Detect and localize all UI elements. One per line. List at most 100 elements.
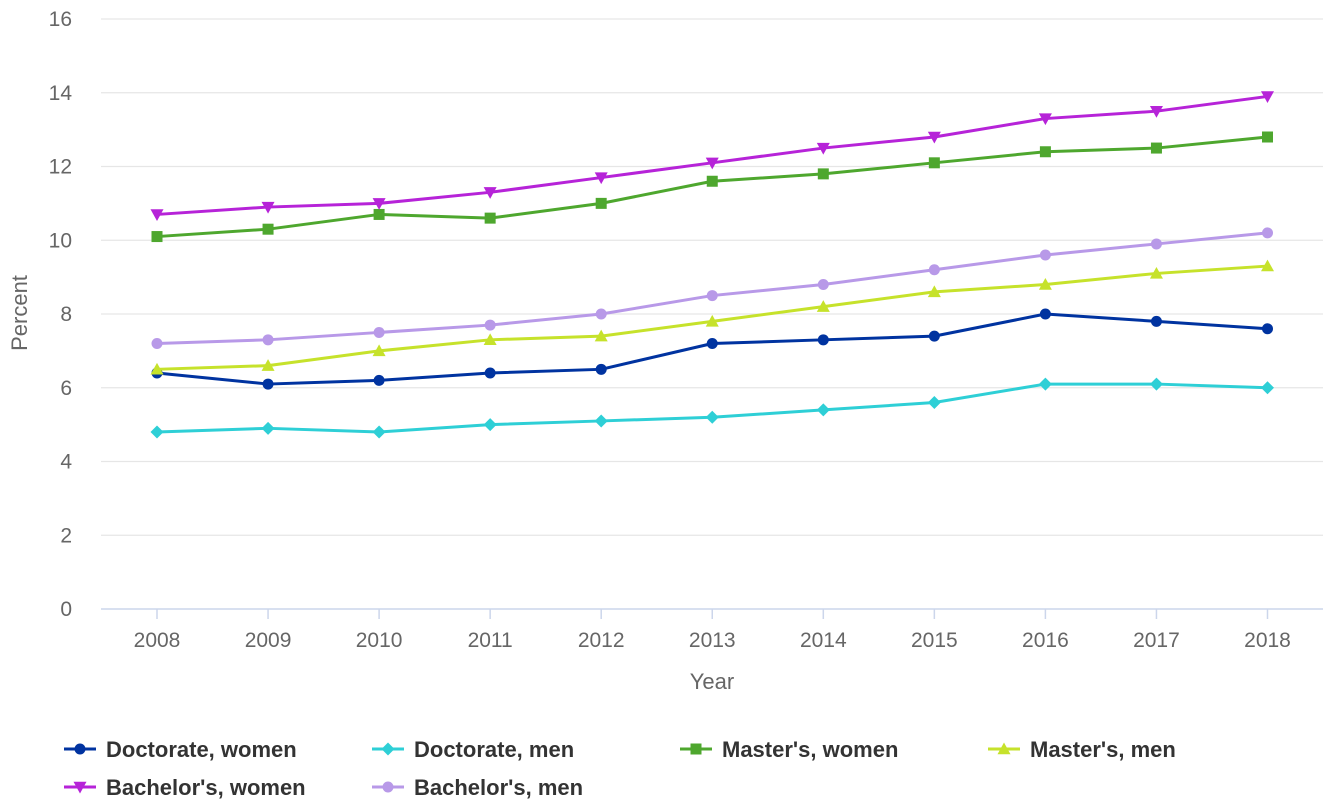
- data-point-marker: [594, 329, 608, 342]
- data-point-marker: [262, 334, 274, 346]
- legend-label: Bachelor's, women: [106, 775, 306, 800]
- x-tick-label: 2015: [911, 629, 958, 652]
- series-3: [150, 259, 1274, 375]
- data-point-marker: [928, 330, 940, 342]
- data-point-marker: [927, 285, 941, 298]
- data-point-marker: [1261, 91, 1274, 103]
- y-tick-label: 2: [60, 524, 72, 547]
- x-tick-label: 2017: [1133, 629, 1180, 652]
- x-tick-label: 2014: [800, 629, 847, 652]
- series-4: [150, 91, 1274, 221]
- legend-marker-icon: [74, 743, 86, 755]
- legend-item[interactable]: Master's, women: [680, 737, 898, 762]
- data-point-marker: [1039, 249, 1051, 261]
- data-point-marker: [706, 338, 718, 349]
- data-point-marker: [706, 175, 718, 187]
- data-point-marker: [594, 414, 608, 428]
- data-point-marker: [1149, 377, 1163, 391]
- x-tick-label: 2008: [134, 629, 181, 652]
- x-tick-label: 2012: [578, 629, 625, 652]
- data-point-marker: [484, 319, 496, 331]
- data-point-marker: [262, 378, 274, 390]
- data-point-marker: [594, 172, 608, 185]
- y-tick-label: 10: [49, 229, 72, 252]
- data-point-marker: [1262, 227, 1273, 239]
- data-point-marker: [261, 359, 275, 371]
- x-tick-label: 2018: [1244, 629, 1291, 652]
- data-point-marker: [483, 418, 497, 432]
- data-point-marker: [1150, 238, 1162, 250]
- data-point-marker: [1150, 142, 1162, 154]
- data-point-marker: [705, 410, 719, 424]
- legend-marker-icon: [382, 781, 394, 793]
- data-point-marker: [595, 197, 607, 209]
- data-point-marker: [817, 168, 829, 180]
- y-axis-title: Percent: [7, 275, 32, 351]
- legend-item[interactable]: Doctorate, men: [372, 737, 574, 762]
- data-point-marker: [595, 308, 607, 320]
- data-point-marker: [483, 187, 497, 199]
- series-line: [155, 94, 1269, 216]
- series-line: [155, 231, 1269, 345]
- data-point-marker: [1038, 278, 1052, 290]
- y-tick-label: 4: [60, 451, 72, 474]
- data-point-marker: [150, 362, 164, 375]
- data-point-marker: [372, 198, 386, 210]
- data-point-marker: [928, 157, 940, 169]
- legend-label: Doctorate, men: [414, 737, 574, 762]
- x-axis-title: Year: [690, 669, 734, 694]
- series-1: [150, 377, 1274, 439]
- data-point-marker: [927, 396, 941, 409]
- data-point-marker: [484, 367, 496, 379]
- x-tick-label: 2013: [689, 629, 736, 652]
- data-point-marker: [373, 208, 385, 220]
- x-axis: 2008 2009 2010 2011 2012 2013 2014 2015 2016 2017…: [101, 608, 1323, 652]
- legend-item[interactable]: Doctorate, women: [64, 737, 297, 762]
- data-point-marker: [1039, 308, 1051, 320]
- legend-label: Doctorate, women: [106, 737, 297, 762]
- data-point-marker: [1149, 105, 1163, 118]
- legend-label: Bachelor's, men: [414, 775, 583, 800]
- data-point-marker: [1262, 323, 1273, 335]
- legend-marker-icon: [381, 742, 395, 756]
- series-2: [151, 131, 1273, 243]
- legend-marker-icon: [690, 743, 702, 755]
- data-point-marker: [484, 212, 496, 224]
- data-point-marker: [1038, 377, 1052, 391]
- legend[interactable]: Doctorate, women Doctorate, men Master's, …: [64, 737, 1176, 800]
- data-point-marker: [928, 264, 940, 276]
- data-point-marker: [816, 300, 830, 312]
- data-point-marker: [705, 157, 719, 170]
- data-point-marker: [372, 344, 386, 357]
- data-point-marker: [817, 334, 829, 346]
- y-tick-label: 6: [60, 377, 72, 400]
- y-axis: 0 2 4 6 8 10 12 14 16: [49, 8, 73, 621]
- data-point-marker: [816, 142, 830, 155]
- data-point-marker: [150, 425, 164, 439]
- data-point-marker: [1038, 113, 1052, 126]
- legend-label: Master's, men: [1030, 737, 1176, 762]
- legend-item[interactable]: Bachelor's, men: [372, 775, 583, 800]
- y-tick-label: 0: [60, 598, 72, 621]
- data-point-marker: [373, 326, 385, 338]
- data-point-marker: [1150, 315, 1162, 327]
- legend-item[interactable]: Master's, men: [988, 737, 1176, 762]
- data-point-marker: [262, 223, 274, 235]
- legend-item[interactable]: Bachelor's, women: [64, 775, 306, 800]
- data-point-marker: [1261, 259, 1274, 272]
- x-tick-label: 2016: [1022, 629, 1069, 652]
- data-point-marker: [817, 279, 829, 290]
- data-point-marker: [261, 421, 275, 435]
- series-lines: [150, 91, 1274, 439]
- data-point-marker: [151, 338, 163, 349]
- data-point-marker: [705, 314, 719, 327]
- series-line: [155, 382, 1269, 434]
- data-point-marker: [150, 209, 164, 221]
- y-tick-label: 16: [49, 8, 72, 31]
- grid-lines: [101, 18, 1323, 536]
- legend-marker-icon: [997, 742, 1011, 755]
- data-point-marker: [816, 403, 830, 417]
- legend-marker-icon: [73, 781, 87, 794]
